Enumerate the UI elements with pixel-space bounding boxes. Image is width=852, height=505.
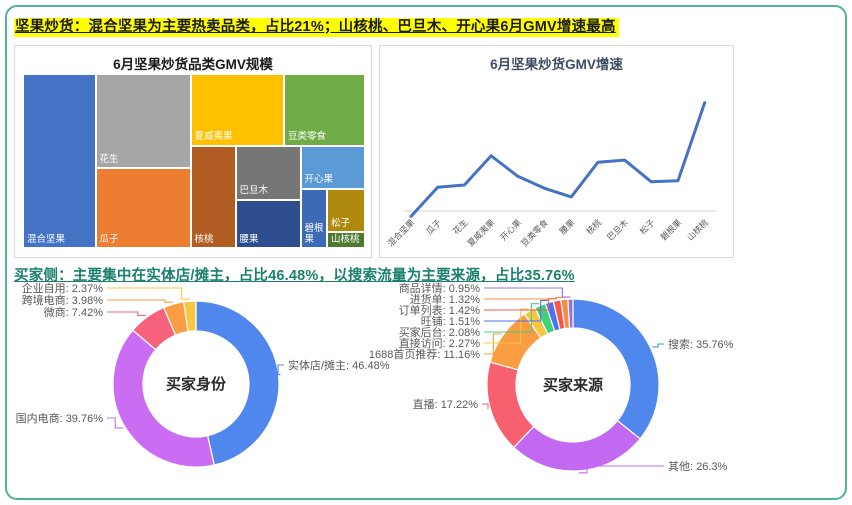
- x-axis-label: 花生: [451, 217, 470, 236]
- x-axis-label: 混合坚果: [385, 217, 416, 248]
- treemap-cell[interactable]: 瓜子: [96, 169, 190, 247]
- donut-slice-label: 国内电商: 39.76%: [16, 411, 104, 425]
- treemap-cell-label: 碧根果: [304, 223, 324, 245]
- donut-slice[interactable]: [195, 300, 280, 466]
- donut-label-leader-line: [484, 303, 540, 333]
- donut-label-leader-line: [484, 299, 549, 322]
- treemap-cell[interactable]: 山核桃: [328, 233, 364, 247]
- donut-slice-label: 直播: 17.22%: [413, 397, 479, 411]
- x-axis-label: 瓜子: [424, 217, 443, 236]
- treemap-cell[interactable]: 碧根果: [301, 189, 326, 247]
- treemap-cell-label: 核桃: [194, 233, 214, 245]
- treemap-cell[interactable]: 混合坚果: [24, 75, 95, 247]
- treemap-body: 混合坚果 花生瓜子 夏威夷果 豆类零食核桃 巴旦木腰果 开心果碧根果 松子山核桃: [24, 75, 364, 247]
- x-axis-label: 核桃: [584, 217, 603, 236]
- donut-slice-label: 跨境电商: 3.98%: [22, 293, 104, 307]
- donut-slice-label: 其他: 26.3%: [668, 460, 728, 473]
- line-chart-title: 6月坚果炒货GMV增速: [490, 57, 623, 72]
- donut-label-leader-line: [652, 343, 664, 348]
- donut-label-leader-line: [107, 311, 146, 316]
- treemap-cell[interactable]: 花生: [96, 75, 190, 167]
- donut-label-leader-line: [482, 403, 489, 410]
- treemap-cell[interactable]: 松子: [328, 189, 364, 231]
- headline-top-text: 坚果炒货：混合坚果为主要热卖品类，占比21%；山核桃、巴旦木、开心果6月GMV增…: [14, 18, 619, 37]
- x-axis-label: 豆类零食: [519, 217, 550, 248]
- buyer-donut-charts: 实体店/摊主: 46.48% 国内电商: 39.76% 微商: 7.42%跨境电商:…: [16, 281, 734, 474]
- donut-label-leader-line: [484, 287, 571, 298]
- x-axis-label: 开心果: [498, 217, 523, 242]
- donut-label-leader-line: [107, 299, 174, 303]
- donut-slice-label: 进货单: 1.32%: [410, 292, 481, 306]
- donut-center-title: 买家来源: [543, 376, 603, 394]
- treemap-cell[interactable]: 核桃: [191, 146, 235, 247]
- x-axis-label: 山核桃: [685, 217, 710, 242]
- donut-label-leader-line: [277, 364, 284, 376]
- donut-slice-label: 直接访问: 2.27%: [399, 336, 481, 350]
- gmv-growth-series[interactable]: [409, 101, 707, 218]
- treemap-cell-label: 瓜子: [99, 233, 119, 245]
- donut-slice-label: 企业自用: 2.37%: [22, 281, 104, 295]
- treemap-cell-label: 开心果: [304, 174, 334, 185]
- treemap-cell[interactable]: 腰果: [236, 200, 300, 247]
- treemap-cell-label: 混合坚果: [27, 233, 66, 245]
- treemap-cell-label: 巴旦木: [239, 185, 269, 196]
- treemap-cell[interactable]: 夏威夷果: [191, 75, 283, 145]
- x-axis-label: 夏威夷果: [465, 217, 496, 248]
- donut-slice-label: 订单列表: 1.42%: [399, 303, 481, 317]
- donut-label-leader-line: [484, 308, 529, 344]
- treemap-cell-label: 松子: [331, 217, 351, 229]
- donut-label-leader-line: [484, 333, 502, 355]
- treemap-cell-label: 夏威夷果: [194, 131, 233, 142]
- treemap-title: 6月坚果炒货品类GMV规模: [113, 57, 273, 72]
- treemap-cell-label: 腰果: [239, 233, 259, 245]
- treemap-cell[interactable]: 开心果: [301, 146, 364, 188]
- donut-label-leader-line: [484, 296, 565, 300]
- donut-slice-label: 买家后台: 2.08%: [399, 325, 481, 339]
- donut-label-leader-line: [107, 287, 190, 300]
- donut-slice-label: 微商: 7.42%: [44, 305, 104, 319]
- x-axis-label: 巴旦木: [605, 217, 630, 242]
- headline-buyer-side: 买家侧：主要集中在实体店/摊主，占比46.48%，以搜索流量为主要来源，占比35…: [14, 268, 575, 284]
- donut-slice[interactable]: [567, 298, 574, 329]
- donut-slice-label: 商品详情: 0.95%: [399, 281, 481, 295]
- x-axis-label: 腰果: [558, 217, 577, 236]
- treemap-cell-label: 豆类零食: [288, 131, 327, 142]
- treemap-panel: 6月坚果炒货品类GMV规模 混合坚果 花生瓜子 夏威夷果 豆类零食核桃 巴旦木腰果 开心果…: [14, 45, 372, 258]
- donut-slice[interactable]: [183, 300, 197, 333]
- x-axis-label: 松子: [638, 217, 657, 236]
- x-axis-label: 碧根果: [658, 217, 683, 242]
- donut-slice-label: 旺铺: 1.51%: [421, 315, 481, 328]
- donut-slice-label: 搜索: 35.76%: [668, 337, 734, 351]
- donut-slice[interactable]: [486, 361, 535, 449]
- donut-slice-label: 实体店/摊主: 46.48%: [288, 358, 390, 372]
- donut-label-leader-line: [107, 417, 124, 429]
- donut-slice[interactable]: [572, 298, 660, 440]
- donut-slice-label: 1688首页推荐: 11.16%: [369, 347, 480, 361]
- donut-center-title: 买家身份: [166, 375, 227, 393]
- treemap-cell[interactable]: 巴旦木: [236, 146, 300, 199]
- treemap-cell-label: 花生: [99, 153, 119, 165]
- line-chart-panel: 6月坚果炒货GMV增速 混合坚果 瓜子 花生 夏威夷果 开心果 豆类零食 腰果 核桃 巴旦木 松子…: [379, 45, 734, 258]
- treemap-cell-label: 山核桃: [331, 233, 360, 245]
- donut-slice[interactable]: [112, 329, 215, 468]
- headline-nuts-category: 坚果炒货：混合坚果为主要热卖品类，占比21%；山核桃、巴旦木、开心果6月GMV增…: [14, 15, 619, 37]
- donut-label-leader-line: [578, 465, 664, 474]
- treemap-cell[interactable]: 豆类零食: [285, 75, 364, 145]
